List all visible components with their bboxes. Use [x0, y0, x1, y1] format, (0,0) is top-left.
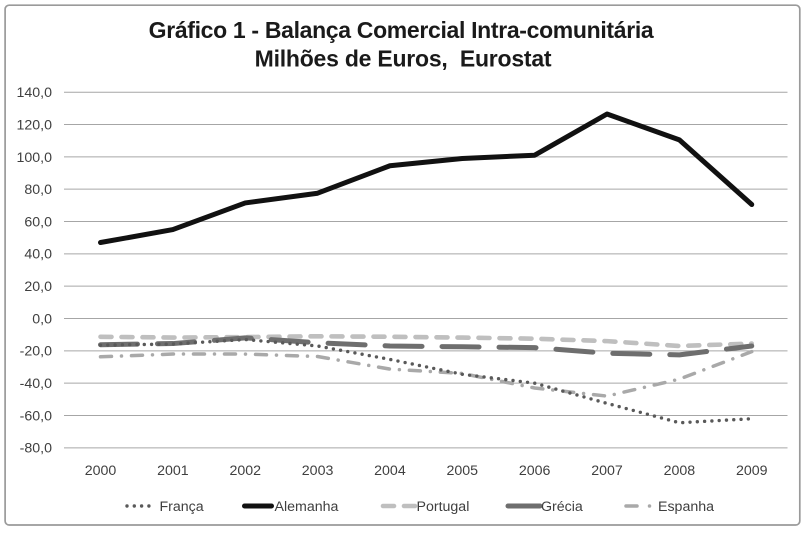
svg-text:2008: 2008 — [664, 463, 696, 479]
svg-text:Alemanha: Alemanha — [275, 499, 339, 515]
svg-text:Gráfico 1 - Balança Comercial: Gráfico 1 - Balança Comercial Intra-comu… — [149, 17, 654, 43]
svg-text:Grécia: Grécia — [541, 499, 583, 515]
svg-text:100,0: 100,0 — [16, 150, 52, 166]
svg-text:2003: 2003 — [302, 463, 334, 479]
svg-text:80,0: 80,0 — [24, 182, 52, 198]
svg-text:20,0: 20,0 — [24, 279, 52, 295]
svg-text:2005: 2005 — [447, 463, 479, 479]
svg-text:-20,0: -20,0 — [20, 344, 52, 360]
svg-text:2009: 2009 — [736, 463, 768, 479]
svg-text:0,0: 0,0 — [32, 311, 52, 327]
svg-text:2004: 2004 — [374, 463, 406, 479]
svg-text:140,0: 140,0 — [16, 85, 52, 101]
svg-text:2006: 2006 — [519, 463, 551, 479]
svg-text:-80,0: -80,0 — [20, 441, 52, 457]
svg-text:2001: 2001 — [157, 463, 189, 479]
svg-text:-40,0: -40,0 — [20, 376, 52, 392]
svg-text:2007: 2007 — [591, 463, 623, 479]
svg-text:-60,0: -60,0 — [20, 408, 52, 424]
svg-text:Espanha: Espanha — [658, 499, 714, 515]
svg-text:Milhões de Euros, Eurostat: Milhões de Euros, Eurostat — [255, 46, 552, 72]
svg-text:60,0: 60,0 — [24, 214, 52, 230]
svg-text:40,0: 40,0 — [24, 247, 52, 263]
svg-text:2000: 2000 — [85, 463, 117, 479]
svg-text:França: França — [160, 499, 204, 515]
svg-text:2002: 2002 — [229, 463, 261, 479]
svg-text:Portugal: Portugal — [417, 499, 470, 515]
svg-text:120,0: 120,0 — [16, 117, 52, 133]
